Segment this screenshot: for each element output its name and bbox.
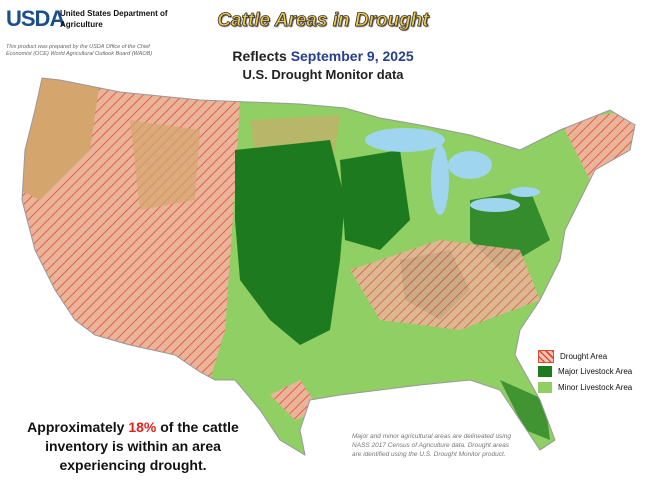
legend-item: Major Livestock Area <box>538 366 632 377</box>
summary-highlight: 18% <box>128 419 157 435</box>
logo: USDA <box>6 6 65 31</box>
subtitle: Reflects September 9, 2025 <box>170 48 476 64</box>
date: September 9, 2025 <box>290 48 414 64</box>
summary-suffix: of the cattle inventory is within an are… <box>45 419 239 473</box>
us-map <box>22 78 635 455</box>
summary: Approximately 18% of the cattle inventor… <box>18 418 248 475</box>
legend-label: Major Livestock Area <box>558 367 633 376</box>
title: Cattle Areas in Drought <box>217 10 429 32</box>
prepared-by: This product was prepared by the USDA Of… <box>6 44 153 57</box>
legend-item: Minor Livestock Area <box>538 382 632 393</box>
note: Major and minor agricultural areas are d… <box>352 433 511 458</box>
legend-item: Drought Area <box>538 350 607 363</box>
great-lakes <box>365 128 540 215</box>
agency: United States Department of Agriculture <box>60 9 168 29</box>
source: U.S. Drought Monitor data <box>242 67 404 82</box>
legend-label: Drought Area <box>560 352 608 361</box>
summary-prefix: Approximately <box>27 419 125 435</box>
reflects: Reflects <box>232 48 287 64</box>
us-outline <box>21 77 636 457</box>
legend-label: Minor Livestock Area <box>558 383 633 392</box>
